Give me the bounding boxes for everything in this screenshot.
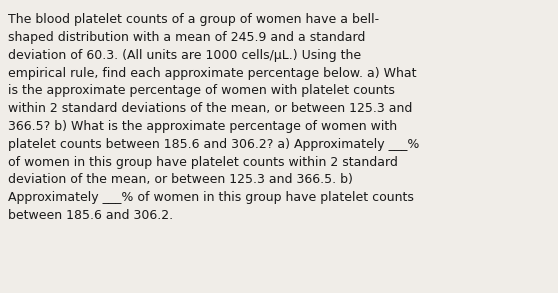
Text: The blood platelet counts of a group of women have a bell-
shaped distribution w: The blood platelet counts of a group of …	[8, 13, 420, 222]
